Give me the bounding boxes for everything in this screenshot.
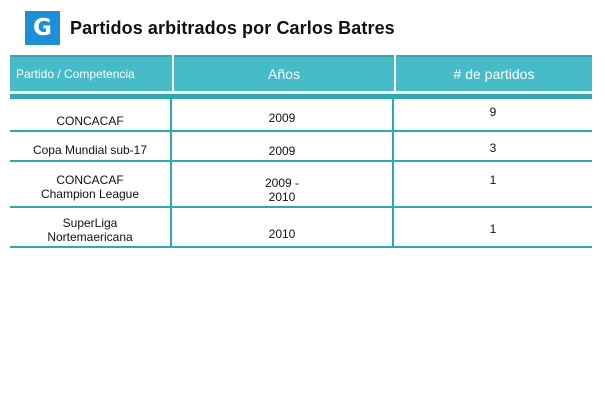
competition-text: Copa Mundial sub-17 bbox=[32, 142, 148, 157]
page-title: Partidos arbitrados por Carlos Batres bbox=[70, 17, 395, 38]
competition-cell: CONCACAF bbox=[10, 99, 172, 130]
matches-table: Partido / Competencia Años # de partidos… bbox=[10, 55, 592, 248]
matches-cell: 1 bbox=[489, 173, 497, 187]
competition-cell: SuperLiga Nortemaericana bbox=[10, 208, 172, 246]
years-text: 2010 bbox=[268, 189, 296, 204]
years-cell: 2010 bbox=[172, 208, 394, 246]
matches-cell: 1 bbox=[489, 222, 497, 236]
header-divider bbox=[10, 94, 592, 99]
table-header-row: Partido / Competencia Años # de partidos bbox=[10, 55, 592, 91]
years-text: 2010 bbox=[268, 227, 296, 241]
competition-text: Nortemaericana bbox=[47, 230, 133, 244]
competition-text: Champion League bbox=[40, 187, 140, 201]
table-row: Copa Mundial sub-17 2009 3 bbox=[10, 132, 592, 162]
years-text: 2009 - bbox=[264, 175, 300, 190]
page-header: G Partidos arbitrados por Carlos Batres bbox=[25, 11, 395, 45]
years-text: 2009 bbox=[268, 143, 296, 158]
years-cell: 2009 bbox=[172, 132, 394, 160]
years-cell: 2009 bbox=[172, 99, 394, 130]
competition-text: SuperLiga bbox=[62, 216, 118, 230]
table-row: CONCACAF Champion League 2009 - 2010 1 bbox=[10, 162, 592, 208]
column-header-matches: # de partidos bbox=[396, 55, 592, 91]
competition-cell: Copa Mundial sub-17 bbox=[10, 132, 172, 160]
years-text: 2009 bbox=[268, 110, 296, 125]
matches-cell: 3 bbox=[489, 141, 497, 155]
table-row: CONCACAF 2009 9 bbox=[10, 99, 592, 132]
years-cell: 2009 - 2010 bbox=[172, 162, 394, 206]
table-row: SuperLiga Nortemaericana 2010 1 bbox=[10, 208, 592, 248]
competition-text: CONCACAF bbox=[56, 173, 124, 187]
competition-cell: CONCACAF Champion League bbox=[10, 162, 172, 206]
competition-text: CONCACAF bbox=[56, 113, 124, 128]
logo-letter: G bbox=[33, 15, 52, 41]
matches-cell: 9 bbox=[489, 105, 497, 119]
logo: G bbox=[25, 11, 60, 45]
column-header-years: Años bbox=[174, 55, 394, 91]
column-header-competition: Partido / Competencia bbox=[10, 55, 172, 91]
